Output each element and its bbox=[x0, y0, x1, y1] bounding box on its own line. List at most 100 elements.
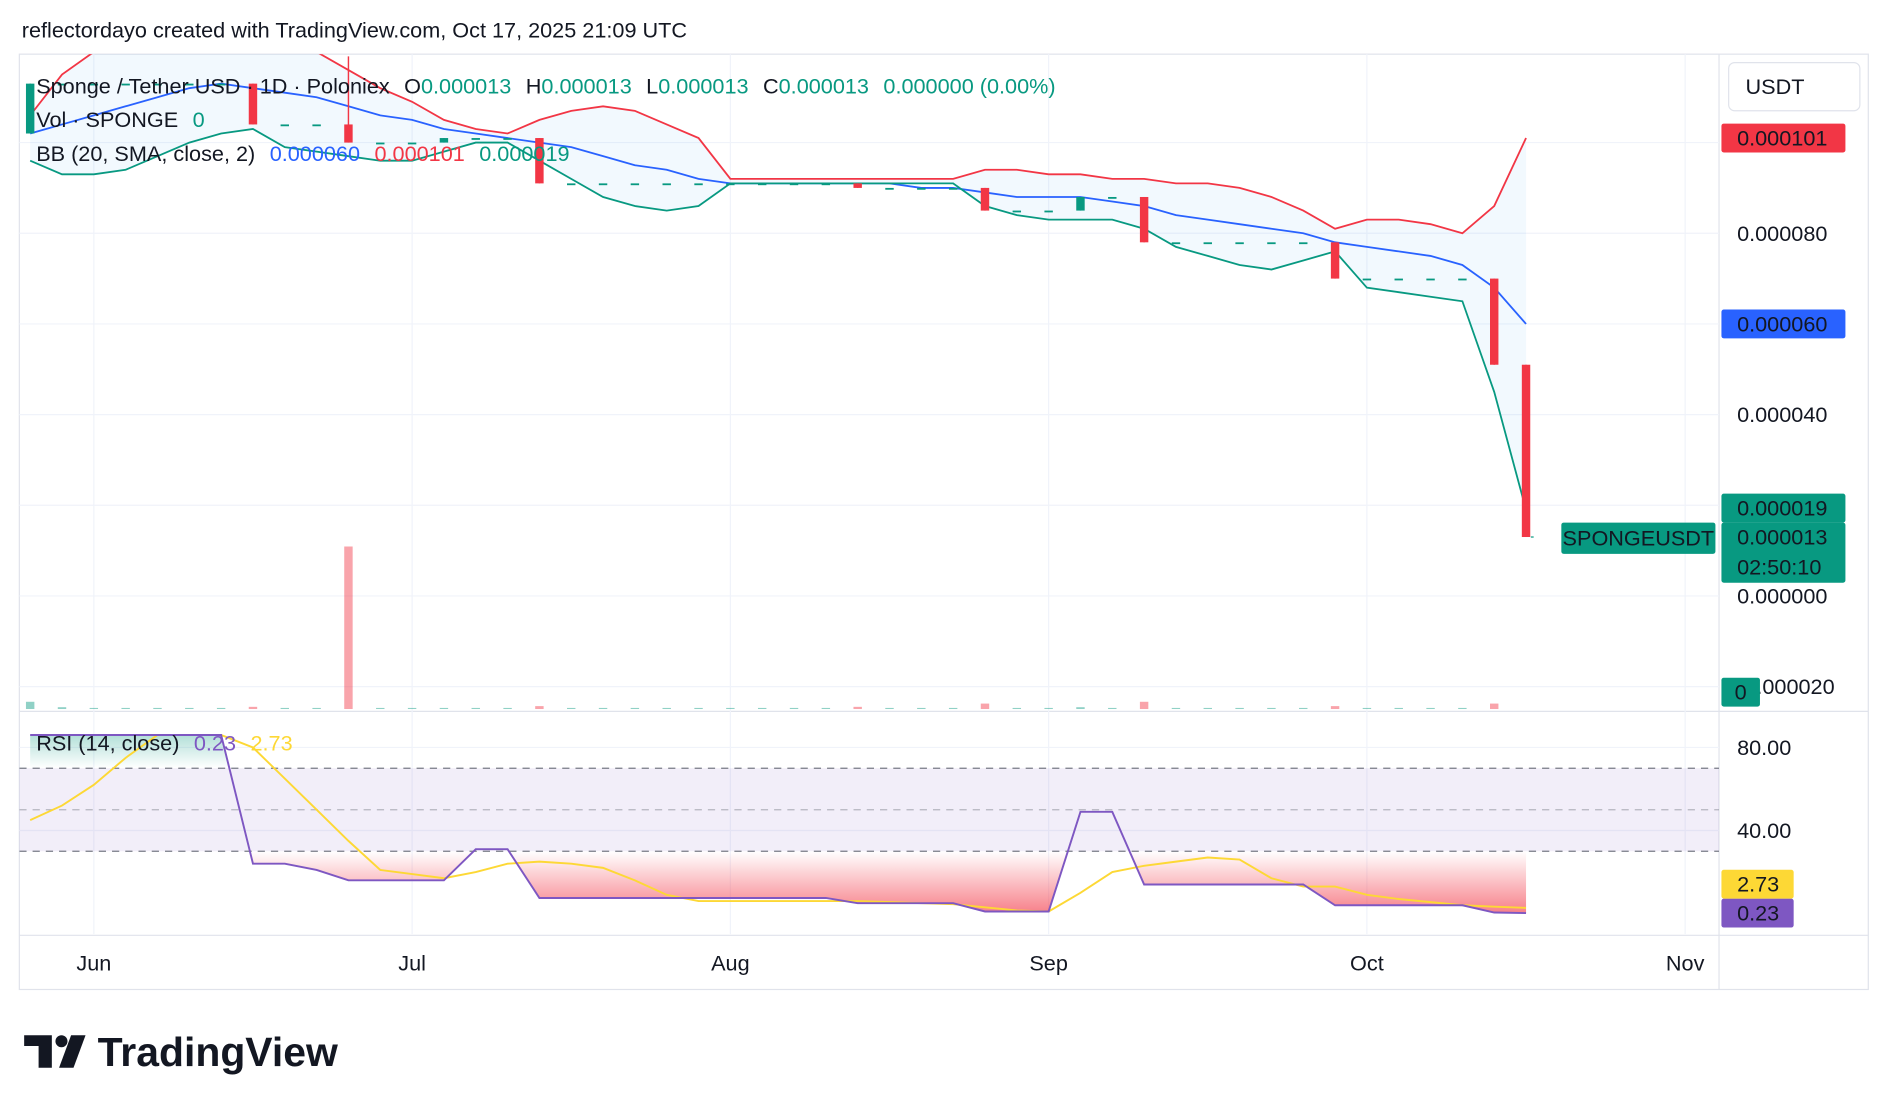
volume-bar bbox=[1076, 707, 1085, 710]
volume-bar bbox=[1299, 707, 1308, 710]
volume-bar bbox=[917, 707, 926, 710]
volume-bar bbox=[439, 707, 449, 710]
price-pane bbox=[25, 54, 1531, 710]
logo-mark bbox=[24, 1035, 52, 1068]
price-badge-label: 0.000013 bbox=[1737, 525, 1827, 550]
volume-bar bbox=[1139, 701, 1149, 710]
candle-body bbox=[948, 187, 958, 190]
candle-body bbox=[1362, 278, 1372, 281]
candle-body bbox=[1044, 210, 1053, 213]
volume-bar bbox=[25, 701, 35, 710]
volume-bar bbox=[567, 707, 576, 710]
volume-bar bbox=[121, 707, 130, 710]
ohlc-value: 0.000013 bbox=[541, 73, 631, 98]
price-badge-label: 0.000060 bbox=[1737, 311, 1827, 336]
candle-body bbox=[726, 183, 735, 186]
candle-body bbox=[121, 83, 130, 86]
volume-bar bbox=[344, 546, 353, 710]
symbol-name: Sponge / Tether USD · 1D · Poloniex bbox=[36, 73, 390, 98]
volume-bar bbox=[407, 707, 417, 710]
price-badge bbox=[1721, 522, 1846, 583]
countdown: 02:50:10 bbox=[1737, 555, 1821, 580]
volume-value: 0 bbox=[193, 107, 205, 132]
candle-body bbox=[535, 138, 544, 184]
volume-bar bbox=[57, 707, 67, 710]
candle-body bbox=[344, 124, 353, 143]
header: reflectordayo created with TradingView.c… bbox=[22, 18, 687, 43]
volume-bar bbox=[726, 707, 735, 710]
candle-body bbox=[1171, 242, 1181, 245]
candle-body bbox=[185, 83, 194, 86]
volume-bar bbox=[694, 707, 703, 710]
legend-bb: BB (20, SMA, close, 2) 0.000060 0.000101 0.… bbox=[36, 140, 569, 165]
volume-bar bbox=[280, 707, 290, 710]
candle-body bbox=[1235, 242, 1244, 245]
x-tick-label: Jun bbox=[76, 950, 111, 975]
rsi-badge-label: 2.73 bbox=[1737, 872, 1779, 897]
volume-bar bbox=[1235, 707, 1244, 710]
rsi-badge bbox=[1721, 869, 1794, 899]
candle-body bbox=[662, 183, 671, 186]
bb-value: 0.000101 bbox=[374, 140, 464, 165]
y-tick-label: 40.00 bbox=[1737, 818, 1791, 843]
candle-body bbox=[980, 187, 990, 211]
volume-bar bbox=[503, 707, 512, 710]
candle-body bbox=[1012, 210, 1022, 213]
ohlc-key: L bbox=[646, 73, 658, 98]
y-tick-label: 80.00 bbox=[1737, 735, 1791, 760]
candle-body bbox=[57, 83, 67, 86]
candle-body bbox=[471, 138, 480, 140]
legend-rsi: RSI (14, close) 0.23 2.73 bbox=[36, 730, 292, 755]
candle-body bbox=[1108, 196, 1117, 199]
volume-bar bbox=[1394, 707, 1403, 710]
y-tick-label: 0.000040 bbox=[1737, 402, 1827, 427]
volume-name: Vol · SPONGE bbox=[36, 107, 178, 132]
rsi-badge bbox=[1721, 898, 1794, 928]
candle-body bbox=[248, 83, 258, 125]
price-badge bbox=[1721, 123, 1846, 153]
candle-body bbox=[1458, 278, 1467, 281]
candle-body bbox=[25, 83, 35, 134]
currency-label[interactable]: USDT bbox=[1746, 74, 1805, 99]
price-badge bbox=[1721, 493, 1846, 523]
y-tick-label: 0.000000 bbox=[1737, 583, 1827, 608]
candle-body bbox=[1394, 278, 1403, 281]
volume-bar bbox=[1330, 706, 1340, 710]
volume-bar bbox=[1426, 707, 1435, 710]
candle-body bbox=[216, 83, 226, 86]
rsi-overbought-fill bbox=[30, 734, 230, 769]
ohlc-key: C bbox=[763, 73, 779, 98]
ohlc-key: H bbox=[526, 73, 542, 98]
volume-bar bbox=[312, 707, 321, 710]
volume-bar bbox=[1171, 707, 1181, 710]
volume-bar bbox=[630, 707, 640, 710]
volume-bar bbox=[1012, 707, 1022, 710]
bb-line bbox=[29, 54, 1527, 235]
volume-bar bbox=[1203, 707, 1212, 710]
volume-bar bbox=[598, 707, 608, 710]
candle-body bbox=[89, 83, 99, 86]
currency-button[interactable]: USDT bbox=[1728, 61, 1861, 112]
candle-body bbox=[1299, 242, 1308, 245]
candle-body bbox=[694, 183, 703, 186]
ohlc-value: 0.000013 bbox=[658, 73, 748, 98]
currency-button-box[interactable] bbox=[1728, 61, 1861, 112]
logo-mark bbox=[55, 1035, 68, 1048]
volume-bar bbox=[1490, 703, 1499, 710]
ticker-badge bbox=[1561, 522, 1716, 554]
x-tick-label: Sep bbox=[1029, 950, 1068, 975]
candle-body bbox=[598, 183, 608, 186]
candle-body bbox=[757, 183, 767, 186]
price-badge-label: 0.000019 bbox=[1737, 496, 1827, 521]
chart-frame bbox=[18, 53, 1869, 991]
bb-line bbox=[29, 128, 1527, 511]
bb-value: 0.000060 bbox=[270, 140, 360, 165]
logo: TradingView bbox=[24, 1029, 338, 1075]
y-tick-label: 0.000080 bbox=[1737, 221, 1827, 246]
candle-body bbox=[439, 138, 449, 143]
rsi-value: 2.73 bbox=[250, 730, 292, 755]
volume-bar bbox=[471, 707, 480, 710]
candle-body bbox=[1203, 242, 1212, 245]
